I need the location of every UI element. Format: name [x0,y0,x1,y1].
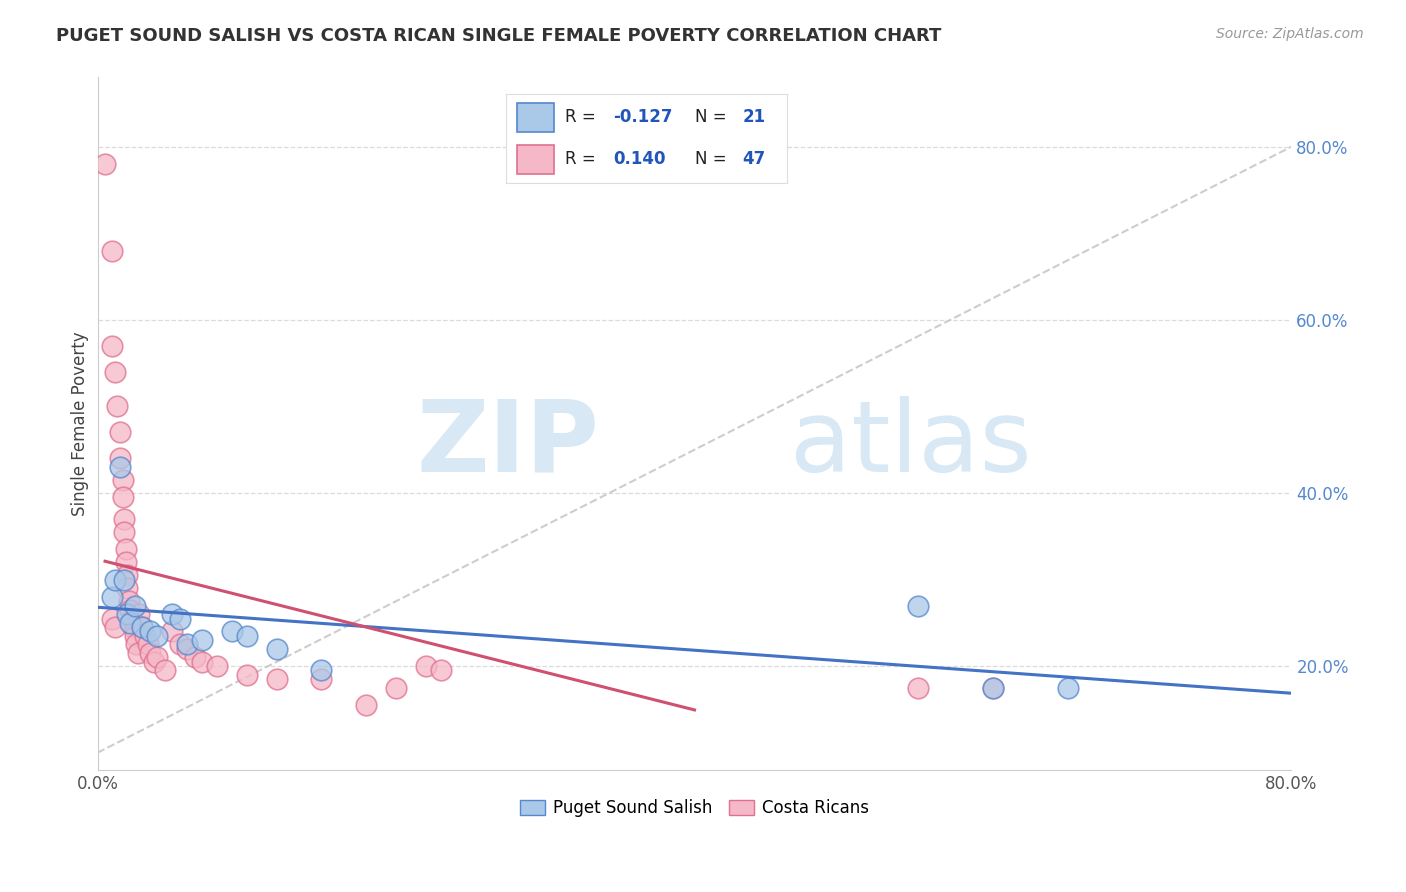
Point [114,512,136,526]
Point [169,638,191,652]
Point [108,425,131,440]
Text: N =: N = [695,108,731,126]
Point [101,339,124,353]
Point [128,607,150,622]
Point [117,568,139,582]
Point [122,620,145,634]
Point [907,681,929,695]
Point [131,620,153,634]
Text: 21: 21 [742,108,765,126]
Point [266,672,288,686]
Point [160,607,183,622]
Point [1056,681,1078,695]
Point [385,681,408,695]
Point [124,629,146,643]
Point [354,698,377,712]
Point [176,638,198,652]
Point [981,681,1004,695]
Text: 0.140: 0.140 [613,150,665,168]
Point [108,451,131,466]
Text: -0.127: -0.127 [613,108,672,126]
Point [134,629,156,643]
Point [221,624,243,639]
Point [146,650,169,665]
FancyBboxPatch shape [517,103,554,132]
Point [105,400,128,414]
Point [108,460,131,475]
Text: PUGET SOUND SALISH VS COSTA RICAN SINGLE FEMALE POVERTY CORRELATION CHART: PUGET SOUND SALISH VS COSTA RICAN SINGLE… [56,27,942,45]
Point [117,581,139,595]
FancyBboxPatch shape [517,145,554,174]
Point [104,620,127,634]
Point [117,607,139,622]
Point [101,244,124,258]
Point [236,667,259,681]
Point [101,611,124,625]
Text: 47: 47 [742,150,766,168]
Point [111,473,134,487]
Point [169,611,191,625]
Point [120,603,142,617]
Text: ZIP: ZIP [416,396,599,493]
Point [115,542,138,557]
Point [153,664,176,678]
Point [311,664,333,678]
Point [104,365,127,379]
Point [131,620,153,634]
Point [104,573,127,587]
Text: Source: ZipAtlas.com: Source: ZipAtlas.com [1216,27,1364,41]
Point [111,491,134,505]
Text: N =: N = [695,150,731,168]
Point [127,646,149,660]
Y-axis label: Single Female Poverty: Single Female Poverty [72,332,89,516]
Point [191,633,214,648]
Point [311,672,333,686]
Point [136,638,159,652]
Point [415,659,437,673]
Point [981,681,1004,695]
Point [236,629,259,643]
Point [183,650,205,665]
Point [118,594,141,608]
Point [160,624,183,639]
Point [146,629,169,643]
Point [139,624,162,639]
Point [139,646,162,660]
Point [176,641,198,656]
Point [124,599,146,613]
Point [115,555,138,569]
Point [205,659,228,673]
Point [125,638,148,652]
Point [266,641,288,656]
Text: R =: R = [565,108,602,126]
Text: R =: R = [565,150,602,168]
Point [114,573,136,587]
Point [101,590,124,604]
Point [191,655,214,669]
Point [143,655,166,669]
Point [121,611,143,625]
Point [120,615,142,630]
Point [114,524,136,539]
Point [94,157,117,171]
Legend: Puget Sound Salish, Costa Ricans: Puget Sound Salish, Costa Ricans [513,793,876,824]
Text: atlas: atlas [790,396,1032,493]
Point [430,664,453,678]
Point [907,599,929,613]
